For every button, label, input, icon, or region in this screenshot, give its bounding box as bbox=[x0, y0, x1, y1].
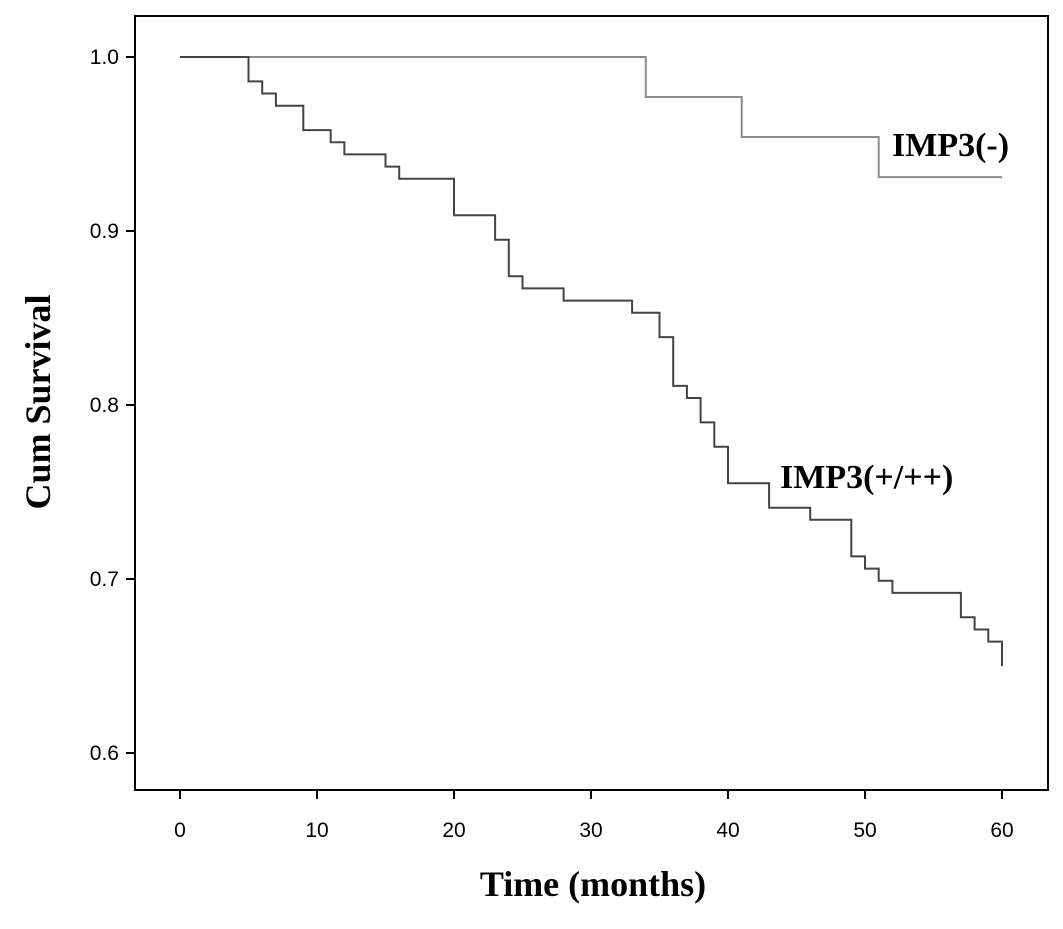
x-tick-label: 30 bbox=[579, 819, 602, 842]
y-tick-label: 0.6 bbox=[90, 742, 119, 765]
series-lines bbox=[180, 56, 1003, 666]
x-tick-label: 40 bbox=[716, 819, 739, 842]
x-axis-title: Time (months) bbox=[480, 864, 706, 904]
x-tick-label: 10 bbox=[305, 819, 328, 842]
y-tick-label: 0.8 bbox=[90, 394, 119, 417]
series-line-imp3-negative bbox=[180, 56, 1002, 179]
y-tick-label: 1.0 bbox=[90, 46, 119, 69]
y-axis-title: Cum Survival bbox=[18, 294, 58, 509]
y-axis-ticks: 0.6 0.7 0.8 0.9 1.0 bbox=[90, 46, 135, 765]
y-tick-label: 0.9 bbox=[90, 220, 119, 243]
series-label-imp3-positive: IMP3(+/++) bbox=[780, 459, 953, 496]
series-label-imp3-negative: IMP3(-) bbox=[892, 127, 1009, 164]
x-tick-label: 20 bbox=[442, 819, 465, 842]
x-axis-ticks: 0 10 20 30 40 50 60 bbox=[174, 790, 1014, 842]
x-tick-label: 60 bbox=[990, 819, 1013, 842]
series-line-imp3-positive bbox=[180, 56, 1003, 666]
y-tick-label: 0.7 bbox=[90, 568, 119, 591]
x-tick-label: 0 bbox=[174, 819, 186, 842]
x-tick-label: 50 bbox=[853, 819, 876, 842]
